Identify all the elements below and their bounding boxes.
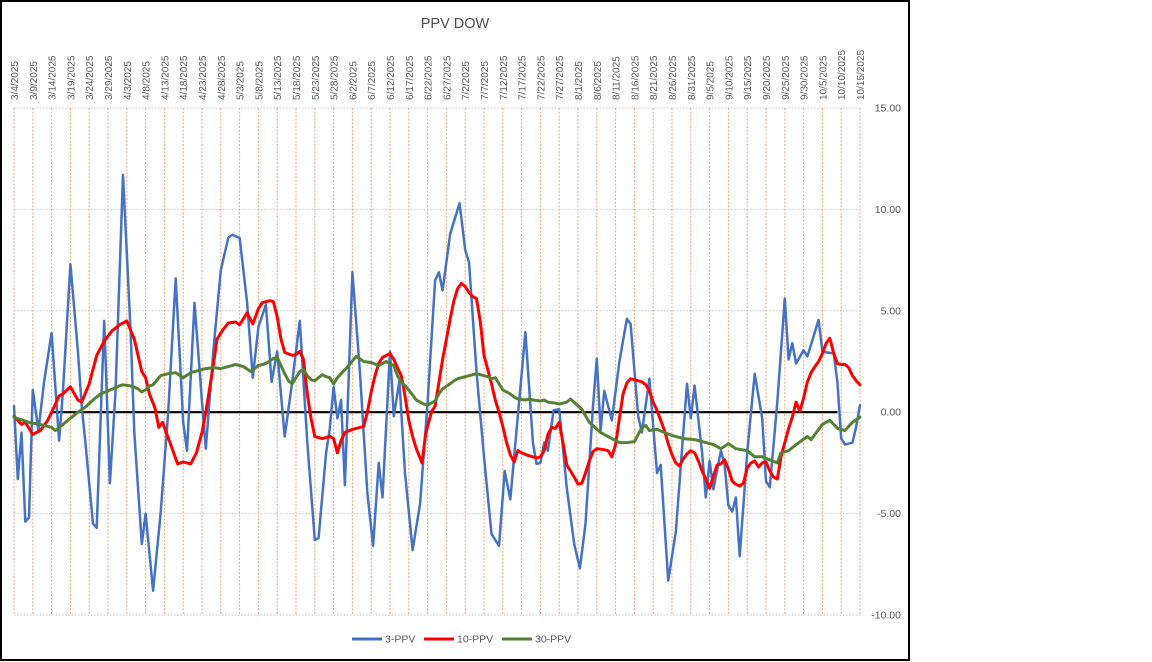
date-label: 4/8/2025: [142, 61, 153, 100]
date-label: 6/17/2025: [405, 55, 416, 100]
date-label: 6/7/2025: [367, 61, 378, 100]
legend-label: 10-PPV: [457, 634, 493, 646]
date-label: 5/18/2025: [292, 55, 303, 100]
date-label: 6/2/2025: [348, 61, 359, 100]
y-axis-tick-label: 5.00: [881, 305, 902, 317]
series-line-30-PPV[interactable]: [12, 354, 862, 465]
series-lines[interactable]: [12, 173, 862, 592]
date-label: 8/31/2025: [687, 55, 698, 100]
date-label: 8/11/2025: [612, 56, 623, 100]
date-label: 9/25/2025: [781, 55, 792, 100]
date-label: 4/23/2025: [198, 55, 209, 100]
series-line-3-PPV[interactable]: [12, 173, 862, 592]
date-label: 7/22/2025: [536, 55, 547, 100]
y-axis-tick-label: 10.00: [875, 204, 901, 216]
date-label: 3/24/2025: [85, 55, 96, 100]
date-label: 4/3/2025: [123, 61, 134, 100]
date-label: 3/29/2025: [104, 55, 115, 100]
date-label: 10/15/2025: [856, 50, 867, 100]
legend-item-10-PPV[interactable]: 10-PPV: [424, 634, 493, 646]
legend-label: 30-PPV: [535, 634, 571, 646]
legend-item-3-PPV[interactable]: 3-PPV: [352, 634, 415, 646]
date-label: 10/5/2025: [818, 55, 829, 100]
date-label: 5/28/2025: [330, 55, 341, 100]
chart-title: PPV DOW: [421, 16, 490, 32]
date-label: 6/22/2025: [424, 55, 435, 100]
chart-frame-border[interactable]: [0, 0, 910, 661]
date-label: 7/7/2025: [480, 61, 491, 100]
y-axis-tick-label: -5.00: [877, 508, 901, 520]
date-label: 5/8/2025: [254, 61, 265, 100]
legend-item-30-PPV[interactable]: 30-PPV: [502, 634, 571, 646]
date-label: 4/28/2025: [217, 55, 228, 100]
date-label: 5/3/2025: [236, 61, 247, 100]
date-label: 5/13/2025: [273, 55, 284, 100]
date-label: 9/30/2025: [800, 55, 811, 100]
date-label: 7/17/2025: [518, 55, 529, 100]
date-label: 8/6/2025: [593, 61, 604, 100]
date-label: 3/4/2025: [10, 61, 21, 100]
date-label: 10/10/2025: [837, 50, 848, 100]
date-label: 9/20/2025: [762, 55, 773, 100]
y-axis-tick-label: -10.00: [871, 610, 901, 622]
date-label: 8/26/2025: [668, 55, 679, 100]
date-label: 6/12/2025: [386, 55, 397, 100]
date-label: 4/13/2025: [160, 55, 171, 100]
series-line-10-PPV[interactable]: [12, 281, 862, 490]
x-axis-date-labels: 3/4/2025 3/9/2025 3/14/2025 3/19/2025 3/24/2…: [10, 50, 867, 100]
y-axis-value-labels: 15.00 10.00 5.00 0.00 -5.00 -10.00: [871, 103, 901, 622]
date-label: 9/5/2025: [706, 61, 717, 100]
date-label: 7/27/2025: [555, 55, 566, 100]
date-label: 6/27/2025: [442, 55, 453, 100]
date-label: 8/16/2025: [630, 55, 641, 100]
date-label: 7/2/2025: [461, 61, 472, 100]
y-axis-tick-label: 15.00: [875, 103, 901, 115]
date-label: 9/10/2025: [724, 55, 735, 100]
date-label: 9/15/2025: [743, 55, 754, 100]
date-label: 5/23/2025: [311, 55, 322, 100]
date-label: 3/19/2025: [66, 55, 77, 100]
y-axis-tick-label: 0.00: [881, 407, 902, 419]
date-label: 3/14/2025: [48, 55, 59, 100]
date-label: 8/1/2025: [574, 61, 585, 100]
date-label: 8/21/2025: [649, 55, 660, 100]
date-label: 3/9/2025: [29, 61, 40, 100]
date-label: 4/18/2025: [179, 55, 190, 100]
date-label: 7/12/2025: [499, 55, 510, 100]
chart-legend[interactable]: 3-PPV 10-PPV 30-PPV: [352, 634, 571, 646]
legend-label: 3-PPV: [385, 634, 415, 646]
